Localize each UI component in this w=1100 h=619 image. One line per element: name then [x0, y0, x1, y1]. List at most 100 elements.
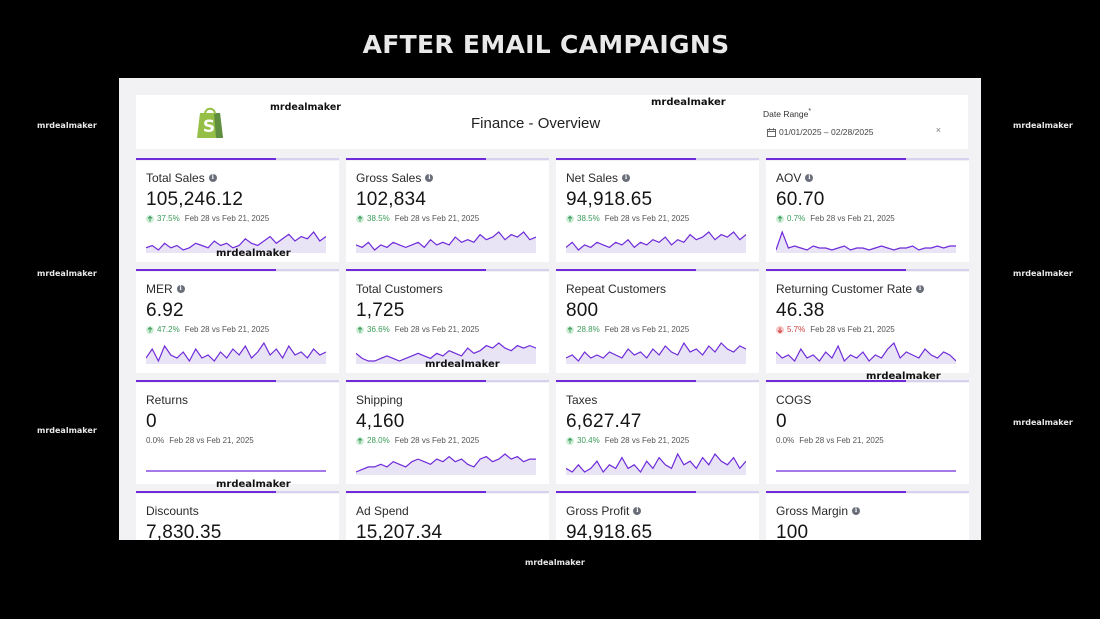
- info-icon[interactable]: i: [805, 174, 814, 182]
- metric-card[interactable]: Repeat Customers 800 28.8% Feb 28 vs Feb 21…: [556, 269, 759, 373]
- arrow-up-icon: [776, 214, 784, 223]
- clear-date-button[interactable]: ×: [935, 125, 941, 135]
- metric-title: COGS: [776, 393, 811, 407]
- sparkline-area: [356, 232, 536, 253]
- sparkline-area: [566, 343, 746, 364]
- sparkline-line: [146, 341, 326, 363]
- metric-title-text: Returns: [146, 393, 189, 407]
- metric-compare-period: Feb 28 vs Feb 21, 2025: [604, 325, 690, 334]
- arrow-up-icon: [566, 325, 574, 334]
- info-icon[interactable]: i: [425, 174, 434, 182]
- arrow-up-icon: [566, 214, 574, 223]
- metric-compare-period: Feb 28 vs Feb 21, 2025: [810, 325, 895, 334]
- metric-card[interactable]: Discounts 7,830.35: [136, 491, 339, 540]
- info-icon[interactable]: i: [916, 285, 925, 293]
- info-icon[interactable]: i: [208, 174, 217, 182]
- metric-card[interactable]: Returns 0 0.0% Feb 28 vs Feb 21, 2025: [136, 380, 339, 484]
- info-icon[interactable]: i: [622, 174, 631, 182]
- metric-card[interactable]: Gross Sales i 102,834 38.5% Feb 28 vs Feb 21…: [346, 158, 549, 262]
- watermark: mrdealmaker: [425, 359, 500, 370]
- metric-card[interactable]: Gross Profit i 94,918.65: [556, 491, 759, 540]
- metric-card[interactable]: Taxes 6,627.47 30.4% Feb 28 vs Feb 21, 2025: [556, 380, 759, 484]
- metric-title: Repeat Customers: [566, 282, 666, 296]
- metric-change: 0.7% Feb 28 vs Feb 21, 2025: [776, 214, 895, 223]
- metric-card[interactable]: Returning Customer Rate i 46.38 5.7% Feb 28 …: [766, 269, 969, 373]
- dashboard-header: S Finance - Overview Date Range* 01/01/2…: [136, 95, 968, 149]
- metric-card[interactable]: AOV i 60.70 0.7% Feb 28 vs Feb 21, 2025: [766, 158, 969, 262]
- metric-card[interactable]: Total Sales i 105,246.12 37.5% Feb 28 vs Feb…: [136, 158, 339, 262]
- info-icon[interactable]: i: [852, 507, 861, 515]
- metric-title-text: Net Sales: [566, 171, 619, 185]
- metric-title: Shipping: [356, 393, 403, 407]
- info-icon[interactable]: i: [633, 507, 642, 515]
- card-accent-bar: [346, 269, 549, 271]
- metric-title: Discounts: [146, 504, 199, 518]
- metric-change-percent: 28.0%: [367, 436, 390, 445]
- card-accent-bar: [766, 380, 969, 382]
- dashboard-panel: S Finance - Overview Date Range* 01/01/2…: [119, 78, 981, 540]
- metric-value: 800: [566, 300, 599, 321]
- watermark: mrdealmaker: [37, 426, 97, 435]
- metric-title: Gross Margin i: [776, 504, 861, 518]
- banner-title: AFTER EMAIL CAMPAIGNS: [362, 30, 730, 59]
- sparkline: [566, 452, 746, 475]
- metric-title-text: Taxes: [566, 393, 598, 407]
- arrow-up-icon: [356, 325, 364, 334]
- arrow-up-icon: [566, 436, 574, 445]
- metric-card[interactable]: Total Customers 1,725 36.6% Feb 28 vs Feb 2…: [346, 269, 549, 373]
- info-icon[interactable]: i: [176, 285, 185, 293]
- sparkline: [356, 453, 536, 475]
- card-accent-fill: [346, 380, 486, 382]
- metric-value: 94,918.65: [566, 189, 653, 210]
- metric-title-text: AOV: [776, 171, 802, 185]
- card-accent-bar: [556, 380, 759, 382]
- sparkline-line: [146, 231, 326, 251]
- sparkline-area: [356, 454, 536, 475]
- metric-change: 36.6% Feb 28 vs Feb 21, 2025: [356, 325, 479, 334]
- metric-title: Returning Customer Rate i: [776, 282, 925, 296]
- metric-change-percent: 38.5%: [577, 214, 600, 223]
- metric-card[interactable]: Net Sales i 94,918.65 38.5% Feb 28 vs Feb 21…: [556, 158, 759, 262]
- sparkline-line: [356, 231, 536, 251]
- sparkline: [566, 231, 746, 253]
- sparkline-area: [776, 232, 956, 253]
- metric-card[interactable]: MER i 6.92 47.2% Feb 28 vs Feb 21, 2025: [136, 269, 339, 373]
- card-accent-bar: [556, 491, 759, 493]
- metric-compare-period: Feb 28 vs Feb 21, 2025: [604, 436, 690, 445]
- metric-card[interactable]: COGS 0 0.0% Feb 28 vs Feb 21, 2025: [766, 380, 969, 484]
- metric-title-text: COGS: [776, 393, 812, 407]
- watermark: mrdealmaker: [37, 121, 97, 130]
- calendar-icon: [767, 127, 776, 137]
- sparkline-area: [146, 232, 326, 253]
- arrow-down-icon: [776, 325, 784, 334]
- card-accent-bar: [766, 158, 969, 160]
- required-mark: *: [808, 108, 812, 115]
- card-accent-fill: [136, 158, 276, 160]
- arrow-up-icon: [146, 325, 154, 334]
- metric-value: 4,160: [356, 411, 405, 432]
- metric-title: Ad Spend: [356, 504, 409, 518]
- metric-title: Total Customers: [356, 282, 443, 296]
- metric-card[interactable]: Shipping 4,160 28.0% Feb 28 vs Feb 21, 2025: [346, 380, 549, 484]
- metric-compare-period: Feb 28 vs Feb 21, 2025: [394, 436, 480, 445]
- watermark: mrdealmaker: [1013, 418, 1073, 427]
- metric-card[interactable]: Gross Margin i 100: [766, 491, 969, 540]
- metric-change-percent: 37.5%: [157, 214, 180, 223]
- sparkline-line: [356, 453, 536, 473]
- card-accent-fill: [766, 158, 906, 160]
- metric-change-percent: 36.6%: [367, 325, 390, 334]
- metric-card[interactable]: Ad Spend 15,207.34: [346, 491, 549, 540]
- metric-change: 0.0% Feb 28 vs Feb 21, 2025: [146, 436, 254, 445]
- metric-change: 0.0% Feb 28 vs Feb 21, 2025: [776, 436, 884, 445]
- metric-title-text: Gross Profit: [566, 504, 630, 518]
- metric-title-text: MER: [146, 282, 173, 296]
- metric-title: Gross Sales i: [356, 171, 434, 185]
- date-range-input[interactable]: 01/01/2025 – 02/28/2025 ×: [767, 125, 957, 139]
- arrow-up-icon: [356, 436, 364, 445]
- metric-change-percent: 38.5%: [367, 214, 390, 223]
- sparkline-line: [566, 341, 746, 362]
- card-accent-fill: [136, 491, 276, 493]
- date-range-value: 01/01/2025 – 02/28/2025: [779, 127, 874, 137]
- metric-value: 0: [776, 411, 787, 432]
- metric-title: Net Sales i: [566, 171, 631, 185]
